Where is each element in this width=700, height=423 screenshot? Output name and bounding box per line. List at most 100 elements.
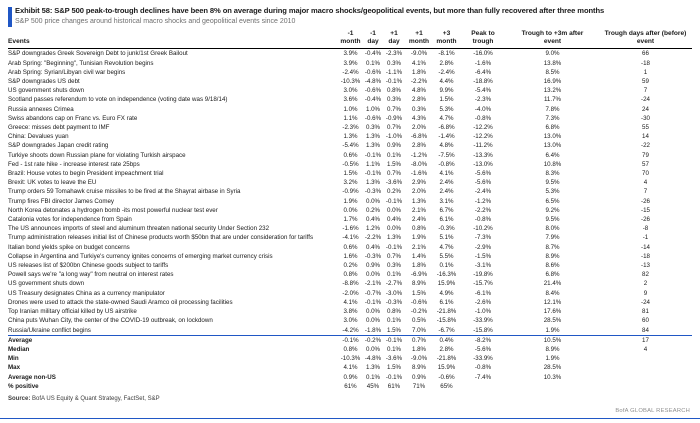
- table-row: Trump fires FBI director James Comey 1.9%…: [8, 197, 692, 206]
- value-cell: 6.4%: [545, 151, 560, 159]
- value-cell: -19.8%: [473, 271, 493, 279]
- value-cell: 3.6%: [343, 96, 358, 104]
- column-header: -1 month: [338, 30, 363, 50]
- value-cell: 1.5%: [386, 326, 402, 334]
- value-cell: -2.9%: [474, 243, 492, 251]
- value-cell: -6.1%: [474, 289, 492, 297]
- value-cell: -1.2%: [410, 151, 428, 159]
- value-cell: -5.6%: [474, 345, 492, 353]
- events-table: Events -1 month -1 day +1 day +1 month +3 mon…: [8, 30, 692, 391]
- value-cell: 0.0%: [343, 206, 358, 214]
- table-row: S&P downgrades US debt -10.3% -4.8% -0.1% -2…: [8, 77, 692, 86]
- value-cell: -2.2%: [410, 78, 428, 86]
- value-cell: -0.8%: [474, 364, 492, 372]
- value-cell: -12.2%: [473, 133, 493, 141]
- value-cell: 61%: [387, 382, 401, 390]
- table-row: Catalonia votes for independence from Sp…: [8, 215, 692, 224]
- summary-row: Average -0.1% -0.2% -0.1% 0.7% 0.4% -8.2% 10.5%…: [8, 334, 692, 345]
- value-cell: 0.1%: [439, 262, 454, 270]
- value-cell: -9.0%: [410, 50, 428, 58]
- value-cell: -0.1%: [383, 334, 405, 345]
- value-cell: 0.1%: [386, 317, 402, 325]
- value-cell: -0.1%: [385, 373, 403, 381]
- table-row: Italian bond yields spike on budget conc…: [8, 243, 692, 252]
- value-cell: 4.3%: [411, 114, 427, 122]
- table-row: Russia/Ukraine conflict begins -4.2% -1.8%…: [8, 326, 692, 336]
- value-cell: 66: [642, 50, 649, 58]
- value-cell: -26: [641, 216, 650, 224]
- value-cell: 1.3%: [365, 179, 381, 187]
- value-cell: 0.4%: [365, 243, 381, 251]
- event-cell: Trump administration releases initial li…: [8, 234, 314, 242]
- value-cell: 4.7%: [439, 243, 454, 251]
- value-cell: 8.0%: [545, 225, 560, 233]
- value-cell: -33.9%: [473, 355, 493, 363]
- value-cell: 8.9%: [411, 280, 427, 288]
- value-cell: 71%: [412, 382, 426, 390]
- value-cell: 0.6%: [343, 243, 358, 251]
- value-cell: -0.5%: [342, 160, 359, 168]
- value-cell: -1: [642, 234, 649, 242]
- value-cell: 9.5%: [545, 216, 560, 224]
- event-cell: Scotland passes referendum to vote on in…: [8, 96, 228, 104]
- event-cell: Brexit: UK votes to leave the EU: [8, 179, 97, 187]
- column-header: +1 month: [405, 30, 433, 50]
- table-row: Russia annexes Crimea 1.0% 1.0% 0.7% 0.3% 5.3…: [8, 105, 692, 114]
- event-cell: China puts Wuhan City, the center of the…: [8, 317, 213, 325]
- brand-mark: BofA GLOBAL RESEARCH: [615, 408, 690, 414]
- header-row: Events -1 month -1 day +1 day +1 month +3 mon…: [8, 30, 692, 50]
- value-cell: 0.0%: [365, 197, 381, 205]
- value-cell: 1.9%: [343, 197, 358, 205]
- value-cell: 7.8%: [545, 105, 560, 113]
- event-cell: S&P downgrades Greek Sovereign Debt to j…: [8, 50, 188, 58]
- event-cell: Russia/Ukraine conflict begins: [8, 326, 91, 334]
- value-cell: 21.4%: [543, 280, 562, 288]
- value-cell: -2.2%: [474, 206, 492, 214]
- value-cell: 8.9%: [545, 345, 560, 353]
- value-cell: 9.5%: [545, 179, 560, 187]
- column-header: Trough days after (before) event: [599, 30, 692, 50]
- value-cell: -3.1%: [474, 262, 492, 270]
- value-cell: 6.1%: [439, 298, 454, 306]
- value-cell: -0.3%: [364, 188, 382, 196]
- value-cell: -24: [641, 298, 650, 306]
- event-cell: Trump fires FBI director James Comey: [8, 197, 115, 205]
- table-row: US government shuts down -8.8% -2.1% -2.7% 8…: [8, 279, 692, 288]
- column-header: +3 month: [433, 30, 460, 50]
- value-cell: -5.6%: [474, 170, 492, 178]
- exhibit-subtitle: S&P 500 price changes around historical …: [15, 18, 296, 25]
- value-cell: 4.4%: [439, 78, 454, 86]
- table-header: Events -1 month -1 day +1 day +1 month +3 mon…: [8, 30, 692, 50]
- value-cell: -2.1%: [364, 280, 382, 288]
- event-cell: Swiss abandons cap on Franc vs. Euro FX …: [8, 114, 138, 122]
- value-cell: 0.7%: [386, 252, 402, 260]
- value-cell: 81: [642, 308, 649, 316]
- value-cell: -1.0%: [474, 308, 492, 316]
- summary-row: Max 4.1% 1.3% 1.5% 8.9% 15.9% -0.8% 28.5%: [8, 363, 692, 372]
- value-cell: 2.0%: [411, 124, 427, 132]
- value-cell: -0.6%: [364, 68, 382, 76]
- value-cell: 13.0%: [543, 133, 562, 141]
- value-cell: 0.0%: [386, 206, 402, 214]
- column-header: +1 day: [383, 30, 405, 50]
- event-cell: Fed - 1st rate hike - increase interest …: [8, 160, 140, 168]
- event-cell: Arab Spring: "Beginning", Tunisian Revol…: [8, 59, 154, 67]
- value-cell: 0.0%: [365, 345, 381, 353]
- value-cell: -16.3%: [436, 271, 457, 279]
- event-cell: The US announces imports of steel and al…: [8, 225, 270, 233]
- value-cell: -4.0%: [474, 105, 492, 113]
- table-row: Fed - 1st rate hike - increase interest …: [8, 160, 692, 169]
- value-cell: 1.0%: [343, 105, 358, 113]
- event-cell: Catalonia votes for independence from Sp…: [8, 216, 132, 224]
- value-cell: 2.8%: [411, 142, 427, 150]
- value-cell: -33.9%: [473, 317, 493, 325]
- source-text: BofA US Equity & Quant Strategy, FactSet…: [30, 395, 160, 402]
- value-cell: 55: [642, 124, 649, 132]
- value-cell: -1.6%: [410, 170, 428, 178]
- value-cell: -0.1%: [385, 243, 403, 251]
- value-cell: 0.7%: [405, 334, 433, 345]
- value-cell: 7.3%: [545, 114, 560, 122]
- value-cell: -1.6%: [342, 225, 359, 233]
- value-cell: 2.1%: [411, 243, 427, 251]
